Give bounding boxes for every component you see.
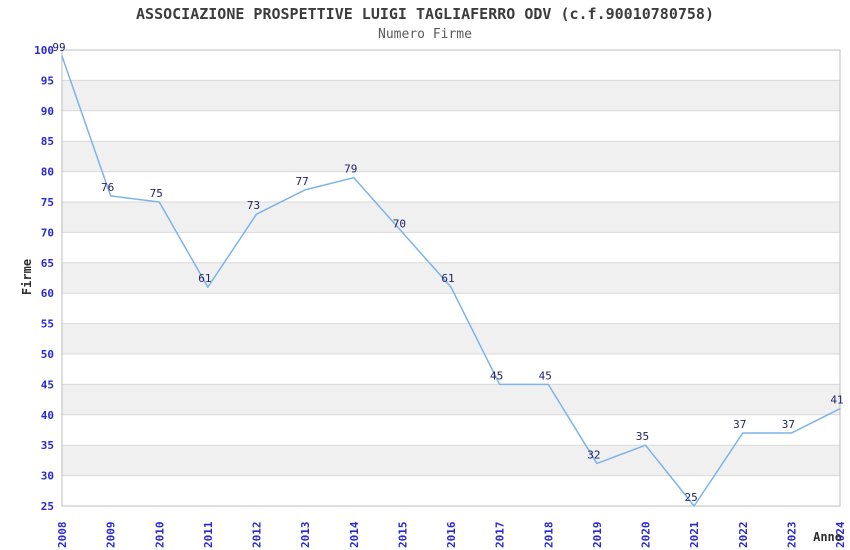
y-axis-title: Firme [20,258,34,296]
y-tick-label: 30 [41,470,54,483]
plot-band [62,323,840,354]
x-tick-label: 2011 [202,521,215,548]
plot-band [62,445,840,476]
y-tick-label: 65 [41,257,54,270]
data-line [61,55,841,507]
y-tick-label: 45 [41,378,54,391]
x-tick-label: 2010 [153,522,166,549]
data-point-label: 45 [490,369,503,382]
data-point-label: 70 [393,217,406,230]
x-tick-label: 2013 [299,522,312,549]
data-point-label: 45 [539,369,552,382]
y-tick-label: 70 [41,226,54,239]
x-tick-label: 2021 [688,521,701,548]
x-tick-label: 2012 [251,522,264,549]
x-tick-label: 2020 [640,522,653,549]
plot-border [61,49,841,507]
x-tick-label: 2009 [105,522,118,549]
y-tick-label: 85 [41,135,54,148]
y-tick-label: 90 [41,105,54,118]
data-point-label: 61 [198,272,211,285]
data-point-label: 77 [296,175,309,188]
plot-band [62,80,840,111]
x-tick-label: 2023 [785,522,798,549]
x-tick-label: 2019 [591,522,604,549]
y-tick-label: 55 [41,318,54,331]
x-tick-label: 2015 [396,522,409,549]
x-tick-label: 2016 [445,521,458,548]
data-point-label: 79 [344,163,357,176]
x-tick-label: 2018 [542,522,555,549]
chart-subtitle: Numero Firme [378,27,472,42]
data-point-label: 25 [685,491,698,504]
data-point-label: 41 [830,394,843,407]
y-tick-label: 75 [41,196,54,209]
y-tick-label: 95 [41,74,54,87]
data-point-label: 75 [150,187,163,200]
data-point-label: 73 [247,199,260,212]
y-tick-label: 35 [41,439,54,452]
x-tick-label: 2022 [737,522,750,549]
x-tick-label: 2024 [834,521,847,548]
y-tick-label: 100 [34,44,54,57]
x-tick-label: 2014 [348,521,361,548]
y-tick-label: 80 [41,166,54,179]
data-point-label: 37 [733,418,746,431]
data-point-label: 37 [782,418,795,431]
x-tick-label: 2017 [494,522,507,549]
plot-band [62,202,840,233]
x-tick-label: 2008 [56,522,69,549]
chart-title: ASSOCIAZIONE PROSPETTIVE LUIGI TAGLIAFER… [136,5,714,23]
x-axis-title: Anno [813,530,842,544]
data-point-label: 99 [52,41,65,54]
y-tick-label: 60 [41,287,54,300]
data-point-label: 35 [636,430,649,443]
plot-band [62,141,840,172]
plot-band [62,384,840,415]
y-tick-label: 50 [41,348,54,361]
data-point-label: 32 [587,448,600,461]
data-point-label: 76 [101,181,114,194]
data-point-label: 61 [441,272,454,285]
y-tick-label: 40 [41,409,54,422]
y-tick-label: 25 [41,500,54,513]
